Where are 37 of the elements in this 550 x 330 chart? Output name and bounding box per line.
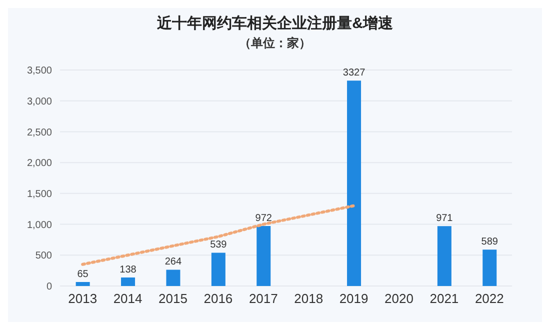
x-tick-label: 2018 bbox=[294, 291, 324, 306]
x-tick-label: 2019 bbox=[339, 291, 368, 306]
bar bbox=[347, 80, 362, 286]
data-label: 539 bbox=[210, 240, 228, 251]
y-tick-label: 1,000 bbox=[26, 220, 52, 231]
x-tick-label: 2017 bbox=[248, 291, 278, 306]
x-tick-label: 2022 bbox=[474, 291, 504, 306]
y-tick-label: 2,500 bbox=[26, 127, 52, 138]
y-tick-label: 500 bbox=[35, 250, 52, 262]
x-tick-label: 2013 bbox=[68, 291, 98, 306]
data-label: 264 bbox=[164, 256, 182, 268]
bar bbox=[121, 277, 136, 286]
data-label: 972 bbox=[255, 213, 272, 224]
y-tick-label: 3,500 bbox=[26, 66, 52, 77]
data-label: 589 bbox=[481, 236, 498, 248]
chart-title: 近十年网约车相关企业注册量&增速 bbox=[156, 14, 394, 33]
y-tick-label: 2,000 bbox=[26, 158, 52, 170]
bar bbox=[256, 226, 271, 286]
bar bbox=[211, 252, 226, 286]
y-tick-label: 1,500 bbox=[26, 188, 52, 200]
bar bbox=[482, 250, 497, 286]
data-label: 971 bbox=[436, 213, 454, 224]
y-tick-label: 3,000 bbox=[26, 96, 52, 108]
x-tick-label: 2020 bbox=[384, 291, 414, 306]
bar bbox=[437, 226, 452, 286]
bar bbox=[76, 282, 90, 286]
data-label: 138 bbox=[120, 264, 137, 276]
x-tick-label: 2021 bbox=[430, 291, 459, 306]
y-tick-label: 0 bbox=[46, 282, 52, 293]
line-series bbox=[81, 204, 356, 266]
data-label: 65 bbox=[77, 268, 89, 280]
x-tick-label: 2016 bbox=[204, 291, 233, 306]
x-tick-label: 2014 bbox=[113, 291, 142, 306]
x-tick-label: 2015 bbox=[158, 291, 188, 306]
bar bbox=[166, 270, 180, 286]
data-label: 3327 bbox=[342, 68, 366, 79]
chart-subtitle: （单位：家） bbox=[238, 35, 312, 52]
